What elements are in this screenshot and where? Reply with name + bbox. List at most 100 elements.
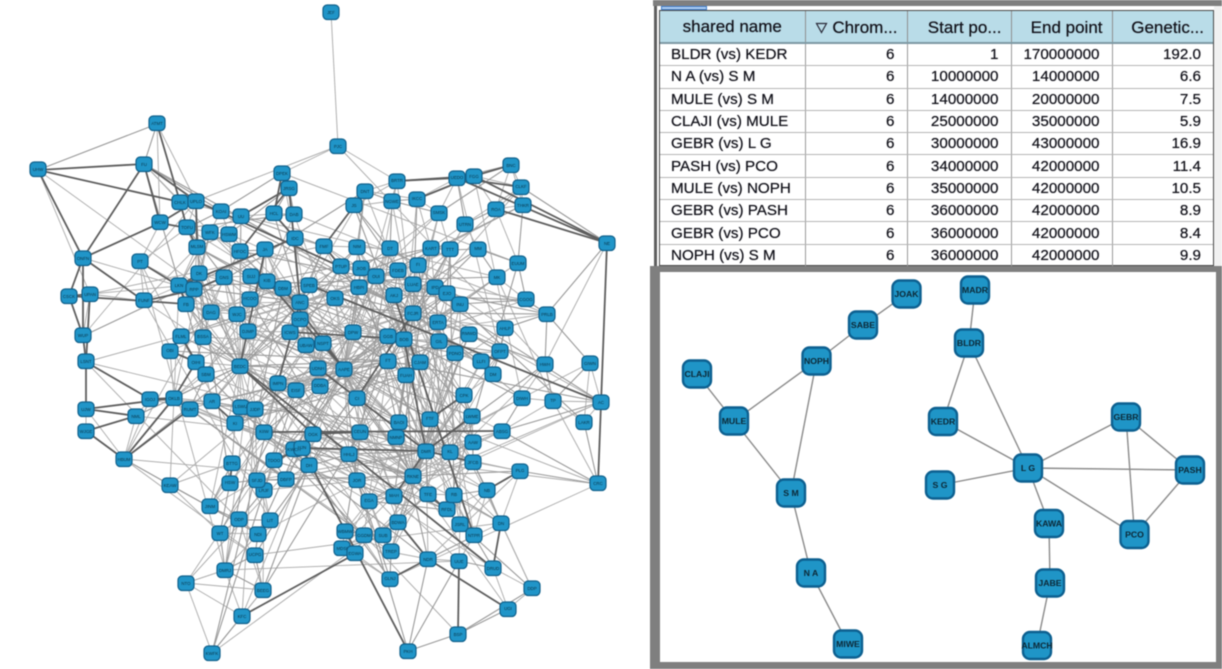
svg-text:DNT: DNT <box>360 189 369 194</box>
svg-text:BLDR: BLDR <box>957 338 982 348</box>
svg-text:WFK: WFK <box>205 230 215 235</box>
svg-text:UPLO: UPLO <box>190 199 203 204</box>
svg-text:IDC: IDC <box>291 236 299 241</box>
svg-text:SABE: SABE <box>851 320 875 330</box>
svg-text:NSPT: NSPT <box>317 341 329 346</box>
svg-text:UJW: UJW <box>81 407 91 412</box>
svg-text:FI: FI <box>416 262 420 267</box>
svg-text:DJMP: DJMP <box>242 329 254 334</box>
svg-text:TTT: TTT <box>446 247 454 252</box>
svg-text:RPP: RPP <box>189 287 198 292</box>
svg-text:FCJR: FCJR <box>407 311 418 316</box>
svg-text:SMSK: SMSK <box>433 210 446 215</box>
svg-text:AAW: AAW <box>468 440 479 445</box>
svg-text:OKLB: OKLB <box>168 396 180 401</box>
svg-text:JEF: JEF <box>327 10 335 15</box>
svg-text:LLFI: LLFI <box>477 359 486 364</box>
svg-text:RUMT: RUMT <box>184 407 197 412</box>
svg-text:KIB: KIB <box>263 278 270 283</box>
svg-text:JOR: JOR <box>353 478 362 483</box>
svg-text:KOAI: KOAI <box>216 209 227 214</box>
svg-text:ODP: ODP <box>234 517 244 522</box>
svg-text:CI: CI <box>355 396 359 401</box>
svg-text:NE: NE <box>604 241 610 246</box>
svg-text:MDSI: MDSI <box>337 546 348 551</box>
svg-text:DBM: DBM <box>278 286 288 291</box>
svg-text:CRC: CRC <box>593 481 603 486</box>
svg-text:DDP: DDP <box>527 586 536 591</box>
svg-text:UCPG: UCPG <box>249 552 262 557</box>
svg-text:PJC: PJC <box>334 144 342 149</box>
svg-text:PLG: PLG <box>516 468 525 473</box>
svg-text:LUAE: LUAE <box>407 282 419 287</box>
svg-text:OGK: OGK <box>308 432 318 437</box>
svg-text:AKJ: AKJ <box>390 293 398 298</box>
svg-text:UHW: UHW <box>33 167 44 172</box>
svg-text:BDWA: BDWA <box>391 520 404 525</box>
svg-text:PKH: PKH <box>403 649 412 654</box>
svg-text:TP: TP <box>550 398 556 403</box>
svg-text:AAPE: AAPE <box>338 367 350 372</box>
svg-text:RFDL: RFDL <box>441 507 453 512</box>
svg-text:LAKR: LAKR <box>578 420 589 425</box>
svg-text:CPK: CPK <box>459 393 468 398</box>
svg-text:OFPT: OFPT <box>494 349 506 354</box>
svg-text:CJAM: CJAM <box>414 360 426 365</box>
svg-text:BSP: BSP <box>454 632 463 637</box>
svg-text:THKR: THKR <box>517 203 529 208</box>
svg-text:AHLP: AHLP <box>499 326 511 331</box>
svg-text:FT: FT <box>385 358 391 363</box>
svg-text:LWME: LWME <box>466 414 479 419</box>
svg-text:FUNF: FUNF <box>138 298 150 303</box>
svg-text:CHLK: CHLK <box>174 200 186 205</box>
svg-text:NGWE: NGWE <box>385 199 399 204</box>
svg-text:BRTR: BRTR <box>391 178 403 183</box>
svg-text:GGB: GGB <box>383 334 393 339</box>
svg-text:MIWE: MIWE <box>836 639 860 649</box>
svg-text:FU: FU <box>141 162 147 167</box>
svg-text:LSNT: LSNT <box>80 359 92 364</box>
svg-text:CLAJI: CLAJI <box>684 369 709 379</box>
svg-text:L G: L G <box>1021 463 1036 473</box>
svg-text:DAB: DAB <box>289 212 298 217</box>
svg-text:ICWS: ICWS <box>284 330 296 335</box>
svg-text:HSW: HSW <box>225 480 236 485</box>
svg-text:NB: NB <box>484 488 490 493</box>
svg-text:HCL: HCL <box>270 211 279 216</box>
svg-text:CLKF: CLKF <box>515 184 527 189</box>
svg-text:GEBR: GEBR <box>1113 412 1139 422</box>
svg-text:RB: RB <box>451 492 457 497</box>
svg-text:DMRJ: DMRJ <box>219 568 231 573</box>
svg-text:WJGE: WJGE <box>80 429 93 434</box>
svg-text:JABE: JABE <box>1038 578 1061 588</box>
svg-text:MADR: MADR <box>962 285 989 295</box>
svg-text:NTPR: NTPR <box>468 533 480 538</box>
svg-text:FMF: FMF <box>319 244 328 249</box>
svg-text:S G: S G <box>933 480 948 490</box>
svg-text:MK: MK <box>494 275 501 280</box>
svg-text:FDEB: FDEB <box>392 268 404 273</box>
svg-text:UU: UU <box>238 214 244 219</box>
svg-text:OUI: OUI <box>372 274 380 279</box>
svg-text:GNS: GNS <box>219 275 229 280</box>
svg-text:HFOC: HFOC <box>234 249 246 254</box>
svg-text:PASH: PASH <box>1178 465 1202 475</box>
svg-text:MM: MM <box>474 246 482 251</box>
svg-text:ONFN: ONFN <box>77 256 89 261</box>
svg-text:KWFK: KWFK <box>206 651 219 656</box>
svg-text:MULE: MULE <box>722 416 747 426</box>
svg-text:WBMW: WBMW <box>338 529 354 534</box>
svg-text:SPEB: SPEB <box>303 283 315 288</box>
svg-text:EGA: EGA <box>364 498 373 503</box>
svg-text:N A: N A <box>804 568 819 578</box>
svg-text:JFCB: JFCB <box>468 460 479 465</box>
svg-text:SFJD: SFJD <box>252 478 263 483</box>
svg-text:NIM: NIM <box>353 244 361 249</box>
svg-text:LIT: LIT <box>267 518 274 523</box>
svg-text:MAH: MAH <box>389 493 399 498</box>
svg-text:NMNP: NMNP <box>390 435 403 440</box>
svg-text:ABSG: ABSG <box>496 429 509 434</box>
svg-text:PDNO: PDNO <box>449 351 462 356</box>
svg-text:DAG: DAG <box>206 310 216 315</box>
svg-text:SBM: SBM <box>201 372 211 377</box>
